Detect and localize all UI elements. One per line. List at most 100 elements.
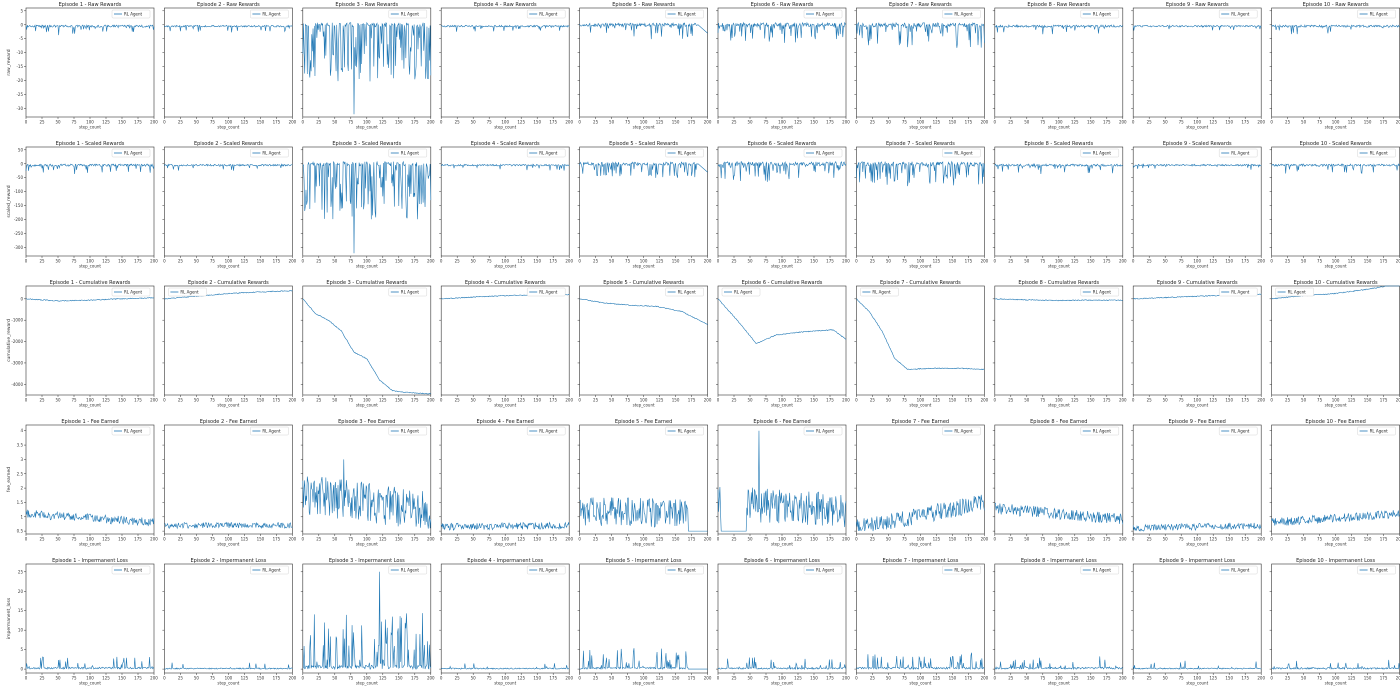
series-line-rl-agent [994, 163, 1123, 174]
x-tick-label: 25 [731, 259, 737, 264]
x-tick-label: 200 [704, 676, 712, 681]
x-tick-label: 100 [501, 537, 509, 542]
panel-title: Episode 4 - Scaled Rewards [471, 141, 540, 147]
y-tick-label: 3.5 [17, 443, 24, 448]
x-tick-label: 25 [178, 259, 184, 264]
panel-title: Episode 3 - Scaled Rewards [332, 141, 401, 147]
panel-r4-ep8: Episode 8 - Fee Earned 0 25 50 75 100 125 150 17… [992, 419, 1127, 547]
x-tick-label: 25 [1008, 537, 1014, 542]
legend-label: RL Agent [124, 12, 143, 17]
axes-frame [1132, 285, 1262, 396]
panel-title: Episode 2 - Scaled Rewards [194, 141, 263, 147]
x-tick-label: 150 [1087, 259, 1095, 264]
x-tick-label: 150 [1087, 676, 1095, 681]
panel-title: Episode 7 - Scaled Rewards [886, 141, 955, 147]
legend-label: RL Agent [1231, 151, 1250, 156]
x-tick-label: 100 [225, 676, 233, 681]
x-axis-label: step_count [79, 264, 101, 269]
y-tick-label: -15 [16, 64, 23, 69]
panel-r4-ep6: Episode 6 - Fee Earned 0 25 50 75 100 125 150 17… [716, 419, 850, 547]
legend-box [860, 287, 899, 297]
legend-label: RL Agent [678, 290, 697, 295]
x-tick-label: 0 [717, 537, 720, 542]
x-tick-label: 125 [1071, 259, 1079, 264]
panel-r2-ep8: Episode 8 - Scaled Rewards 0 25 50 75 100 125 1… [992, 141, 1127, 269]
x-tick-label: 0 [717, 120, 720, 125]
x-tick-label: 0 [717, 676, 720, 681]
x-tick-label: 100 [86, 259, 94, 264]
panel-r3-ep8: Episode 8 - Cumulative Rewards 0 25 50 75 100… [992, 280, 1127, 408]
x-tick-label: 75 [902, 537, 908, 542]
panel-r2-ep3: Episode 3 - Scaled Rewards 0 25 50 75 100 125 1… [300, 141, 435, 269]
series-line-rl-agent [440, 163, 570, 171]
x-tick-label: 125 [1209, 537, 1217, 542]
x-tick-label: 0 [25, 120, 28, 125]
legend-label: RL Agent [734, 290, 753, 295]
x-tick-label: 50 [1301, 120, 1307, 125]
x-tick-label: 125 [241, 398, 249, 403]
x-tick-label: 175 [688, 676, 696, 681]
x-tick-label: 0 [717, 259, 720, 264]
x-tick-label: 0 [578, 398, 581, 403]
legend-box [803, 565, 843, 575]
x-axis-label: step_count [909, 681, 931, 686]
x-tick-label: 125 [794, 120, 802, 125]
y-tick-label: -3000 [11, 360, 23, 365]
panel-title: Episode 2 - Fee Earned [200, 419, 257, 425]
x-tick-label: 100 [917, 120, 925, 125]
x-tick-label: 200 [427, 398, 435, 403]
x-tick-label: 175 [273, 676, 281, 681]
x-axis-label: step_count [1048, 264, 1070, 269]
y-tick-label: -50 [16, 175, 23, 180]
series-line-rl-agent [302, 571, 432, 671]
x-tick-label: 125 [656, 676, 664, 681]
x-tick-label: 75 [1179, 259, 1185, 264]
x-tick-label: 75 [210, 676, 216, 681]
x-tick-label: 150 [257, 120, 265, 125]
x-tick-label: 125 [517, 120, 525, 125]
x-tick-label: 175 [134, 259, 142, 264]
y-tick-label: 3 [20, 457, 23, 462]
x-tick-label: 100 [1055, 676, 1063, 681]
series-line-rl-agent [717, 298, 847, 344]
x-tick-label: 150 [395, 676, 403, 681]
x-tick-label: 150 [1364, 259, 1372, 264]
x-tick-label: 175 [688, 120, 696, 125]
x-tick-label: 50 [1301, 537, 1307, 542]
x-tick-label: 100 [1332, 120, 1340, 125]
series-line-rl-agent [579, 497, 708, 532]
x-axis-label: step_count [909, 264, 931, 269]
x-tick-label: 125 [933, 120, 941, 125]
x-tick-label: 125 [794, 676, 802, 681]
x-tick-label: 175 [1380, 398, 1388, 403]
x-tick-label: 25 [731, 398, 737, 403]
x-tick-label: 150 [949, 398, 957, 403]
y-tick-label: -150 [14, 203, 24, 208]
x-tick-label: 75 [71, 537, 77, 542]
x-tick-label: 0 [1132, 676, 1135, 681]
x-tick-label: 175 [549, 537, 557, 542]
x-tick-label: 175 [1241, 676, 1249, 681]
x-tick-label: 175 [134, 120, 142, 125]
x-tick-label: 150 [1364, 120, 1372, 125]
x-tick-label: 25 [731, 537, 737, 542]
legend-label: RL Agent [954, 12, 973, 17]
legend-box [942, 148, 981, 158]
x-tick-label: 75 [1317, 259, 1323, 264]
x-tick-label: 100 [501, 398, 509, 403]
x-tick-label: 100 [225, 537, 233, 542]
x-tick-label: 25 [593, 120, 599, 125]
x-tick-label: 150 [533, 537, 541, 542]
legend-box [111, 287, 151, 297]
axes-frame [717, 563, 847, 674]
x-tick-label: 200 [565, 259, 573, 264]
legend-label: RL Agent [954, 429, 973, 434]
series-line-rl-agent [25, 24, 155, 36]
x-tick-label: 175 [273, 398, 281, 403]
series-line-rl-agent [1271, 510, 1400, 526]
axes-frame [1132, 424, 1262, 535]
x-tick-label: 175 [826, 676, 834, 681]
x-tick-label: 200 [704, 120, 712, 125]
x-tick-label: 75 [1179, 676, 1185, 681]
x-tick-label: 150 [395, 398, 403, 403]
